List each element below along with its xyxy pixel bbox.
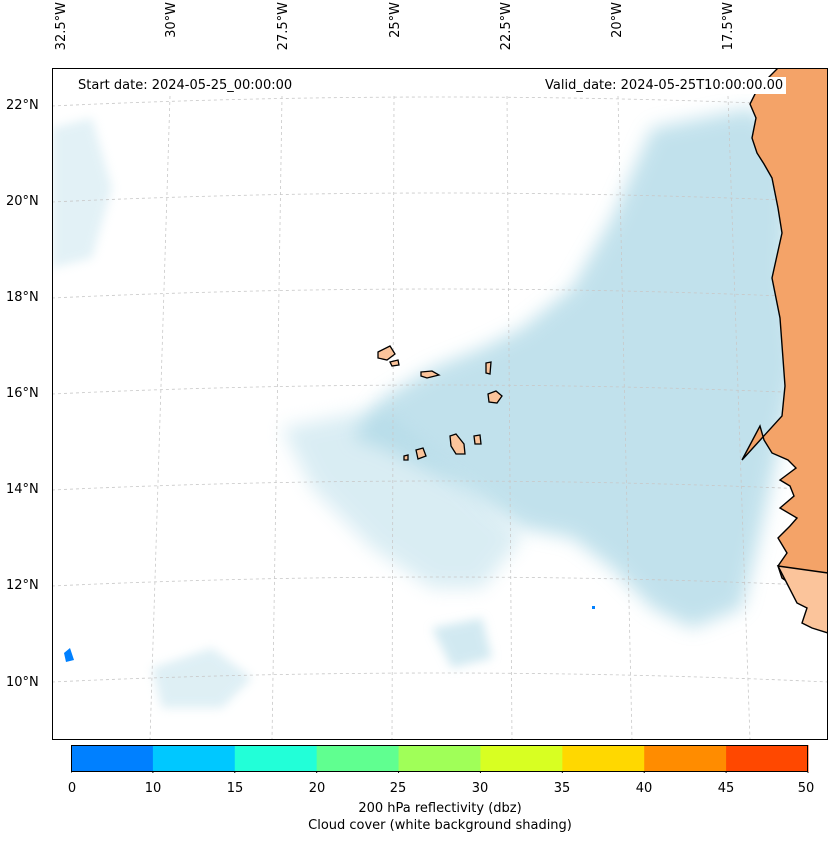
lon-label-30w: 30°W	[164, 2, 179, 38]
island-sao-vicente	[389, 359, 400, 367]
parallel-10n	[52, 672, 828, 683]
lat-label-12n: 12°N	[6, 578, 39, 593]
colorbar-tick-35: 35	[553, 781, 571, 796]
meridian-20w	[617, 95, 633, 740]
lon-label-25w: 25°W	[388, 2, 403, 38]
cloud-patch-northwest	[52, 118, 112, 268]
meridian-27-5w	[271, 95, 283, 740]
colorbar-tick-0: 0	[67, 781, 77, 796]
colorbar-tick-40: 40	[635, 781, 653, 796]
parallel-14n	[52, 480, 828, 491]
meridian-30w	[149, 95, 171, 740]
colorbar-segment-5	[480, 745, 563, 772]
valid-date-label: Valid_date: 2024-05-25T10:00:00.00	[542, 77, 787, 94]
reflectivity-echo-east	[592, 606, 595, 609]
parallel-16n	[52, 384, 828, 395]
island-sal	[485, 361, 492, 375]
lat-label-20n: 20°N	[6, 194, 39, 209]
colorbar-sublabel: Cloud cover (white background shading)	[308, 818, 572, 833]
colorbar-tick-20: 20	[308, 781, 326, 796]
colorbar-tick-50: 50	[797, 781, 815, 796]
colorbar-tick-25: 25	[389, 781, 407, 796]
map-panel	[52, 68, 828, 740]
parallel-12n	[52, 576, 828, 587]
island-maio	[473, 434, 482, 445]
lon-label-32-5w: 32.5°W	[54, 2, 69, 51]
colorbar-label: 200 hPa reflectivity (dbz)	[358, 801, 522, 816]
lon-label-27-5w: 27.5°W	[276, 2, 291, 51]
island-santo-antao	[377, 345, 396, 361]
colorbar	[71, 745, 809, 773]
island-sao-nicolau	[420, 370, 441, 379]
colorbar-tick-10: 10	[144, 781, 162, 796]
lat-label-18n: 18°N	[6, 290, 39, 305]
cloud-band-south	[282, 408, 522, 588]
meridian-22-5w	[506, 95, 513, 740]
island-brava	[403, 454, 409, 461]
colorbar-segment-4	[398, 745, 481, 772]
colorbar-segment-3	[316, 745, 400, 772]
island-santiago	[449, 433, 466, 455]
start-date-label: Start date: 2024-05-25_00:00:00	[75, 77, 296, 94]
lat-label-16n: 16°N	[6, 386, 39, 401]
parallel-18n	[52, 288, 828, 299]
lon-label-20w: 20°W	[610, 2, 625, 38]
colorbar-frame	[71, 745, 808, 772]
lon-label-22-5w: 22.5°W	[499, 2, 514, 51]
lon-label-17-5w: 17.5°W	[721, 2, 736, 51]
meridian-25w	[391, 95, 395, 740]
lat-label-14n: 14°N	[6, 482, 39, 497]
africa-lower-coast	[776, 565, 828, 634]
island-fogo	[415, 447, 427, 460]
colorbar-tick-15: 15	[226, 781, 244, 796]
parallel-20n	[52, 192, 828, 203]
colorbar-segment-7	[644, 745, 727, 772]
colorbar-tick-30: 30	[471, 781, 489, 796]
graticule	[52, 95, 828, 740]
colorbar-segment-2	[234, 745, 318, 772]
colorbar-segment-1	[152, 745, 236, 772]
reflectivity-echo-west	[64, 648, 74, 662]
parallel-22n	[52, 96, 828, 107]
map-frame	[52, 68, 828, 740]
cloud-band-main	[352, 108, 797, 628]
cloud-cover-layer	[52, 108, 797, 708]
cloud-patch-southwest	[152, 648, 252, 708]
colorbar-segment-0	[71, 745, 154, 772]
cape-verde-islands	[377, 345, 503, 461]
colorbar-segment-8	[726, 745, 809, 772]
lat-label-22n: 22°N	[6, 98, 39, 113]
meridian-17-5w	[727, 95, 751, 740]
colorbar-segment-6	[562, 745, 645, 772]
colorbar-tick-45: 45	[717, 781, 735, 796]
cloud-patch-south	[432, 618, 492, 668]
lat-label-10n: 10°N	[6, 675, 39, 690]
island-boa-vista	[487, 390, 503, 404]
